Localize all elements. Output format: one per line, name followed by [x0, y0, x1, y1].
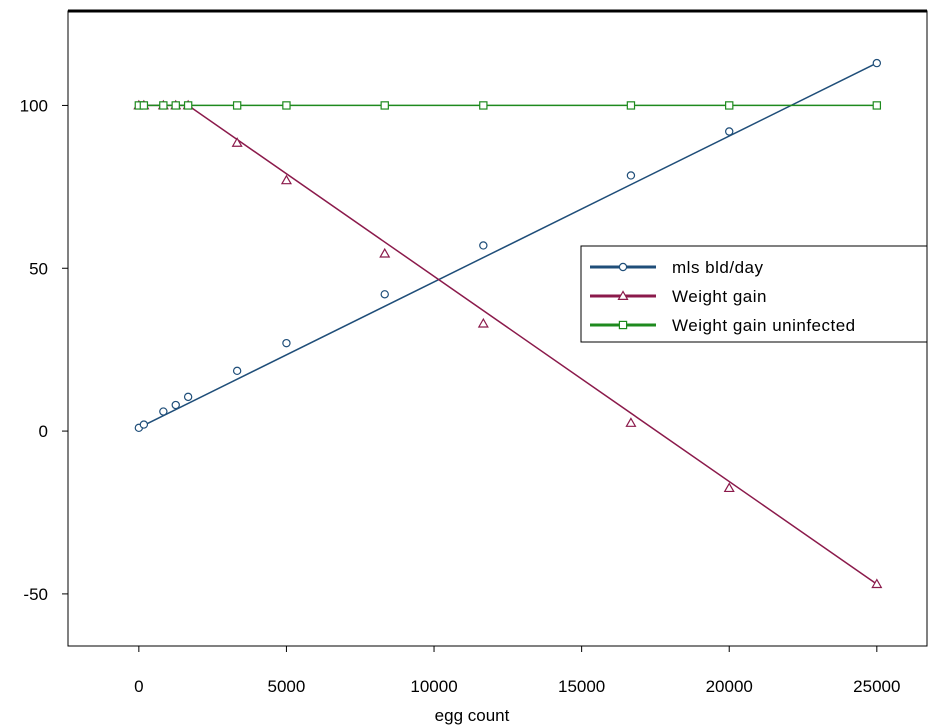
data-point [171, 400, 180, 410]
legend-item: Weight gain uninfected [590, 316, 856, 335]
x-tick-label: 0 [134, 677, 143, 696]
data-point [872, 58, 882, 68]
data-series [133, 58, 883, 589]
data-point [171, 101, 180, 110]
legend-items: mls bld/day Weight gain Weight gain uninfe… [590, 258, 856, 335]
data-point [723, 482, 735, 493]
data-point [479, 101, 488, 110]
legend-item: Weight gain [590, 287, 767, 306]
legend-item: mls bld/day [590, 258, 763, 277]
series-3 [134, 101, 882, 110]
data-point [725, 101, 734, 110]
legend: mls bld/day Weight gain Weight gain uninfe… [580, 245, 928, 343]
data-point [872, 101, 882, 110]
x-tick-label: 5000 [268, 677, 306, 696]
data-point [282, 101, 291, 110]
axis-ticks: 0 5000 10000 15000 20000 25000 -50 0 50 100 [20, 96, 901, 696]
x-tick-label: 10000 [410, 677, 457, 696]
data-point [479, 241, 488, 250]
series-line [138, 62, 878, 429]
data-point [159, 407, 168, 416]
series-1 [134, 58, 882, 433]
x-axis-title: egg count [435, 706, 510, 725]
x-tick-label: 15000 [558, 677, 605, 696]
data-point [477, 317, 489, 328]
data-point [282, 338, 291, 348]
data-point [871, 578, 883, 589]
data-point [380, 101, 389, 110]
data-point [232, 366, 242, 376]
data-point [183, 392, 193, 402]
y-tick-label: 0 [39, 422, 48, 441]
data-point [139, 101, 149, 110]
data-point [379, 247, 391, 258]
data-point [725, 127, 734, 136]
data-point [626, 171, 636, 180]
data-point [380, 290, 389, 299]
legend-swatch-marker [618, 262, 628, 272]
data-point [183, 101, 193, 110]
y-tick-label: 50 [29, 259, 48, 278]
legend-swatch-marker [617, 290, 629, 300]
legend-swatch-marker [618, 320, 628, 330]
legend-label: Weight gain [672, 287, 767, 306]
data-point [280, 174, 292, 185]
data-point [159, 101, 168, 110]
data-point [232, 101, 242, 110]
data-point [139, 420, 149, 429]
x-tick-label: 20000 [706, 677, 753, 696]
data-point [625, 417, 637, 427]
y-tick-label: -50 [23, 585, 48, 604]
legend-label: mls bld/day [672, 258, 763, 277]
x-tick-label: 25000 [853, 677, 900, 696]
legend-label: Weight gain uninfected [672, 316, 856, 335]
data-point [626, 101, 636, 110]
y-tick-label: 100 [20, 96, 48, 115]
data-point [231, 137, 243, 147]
